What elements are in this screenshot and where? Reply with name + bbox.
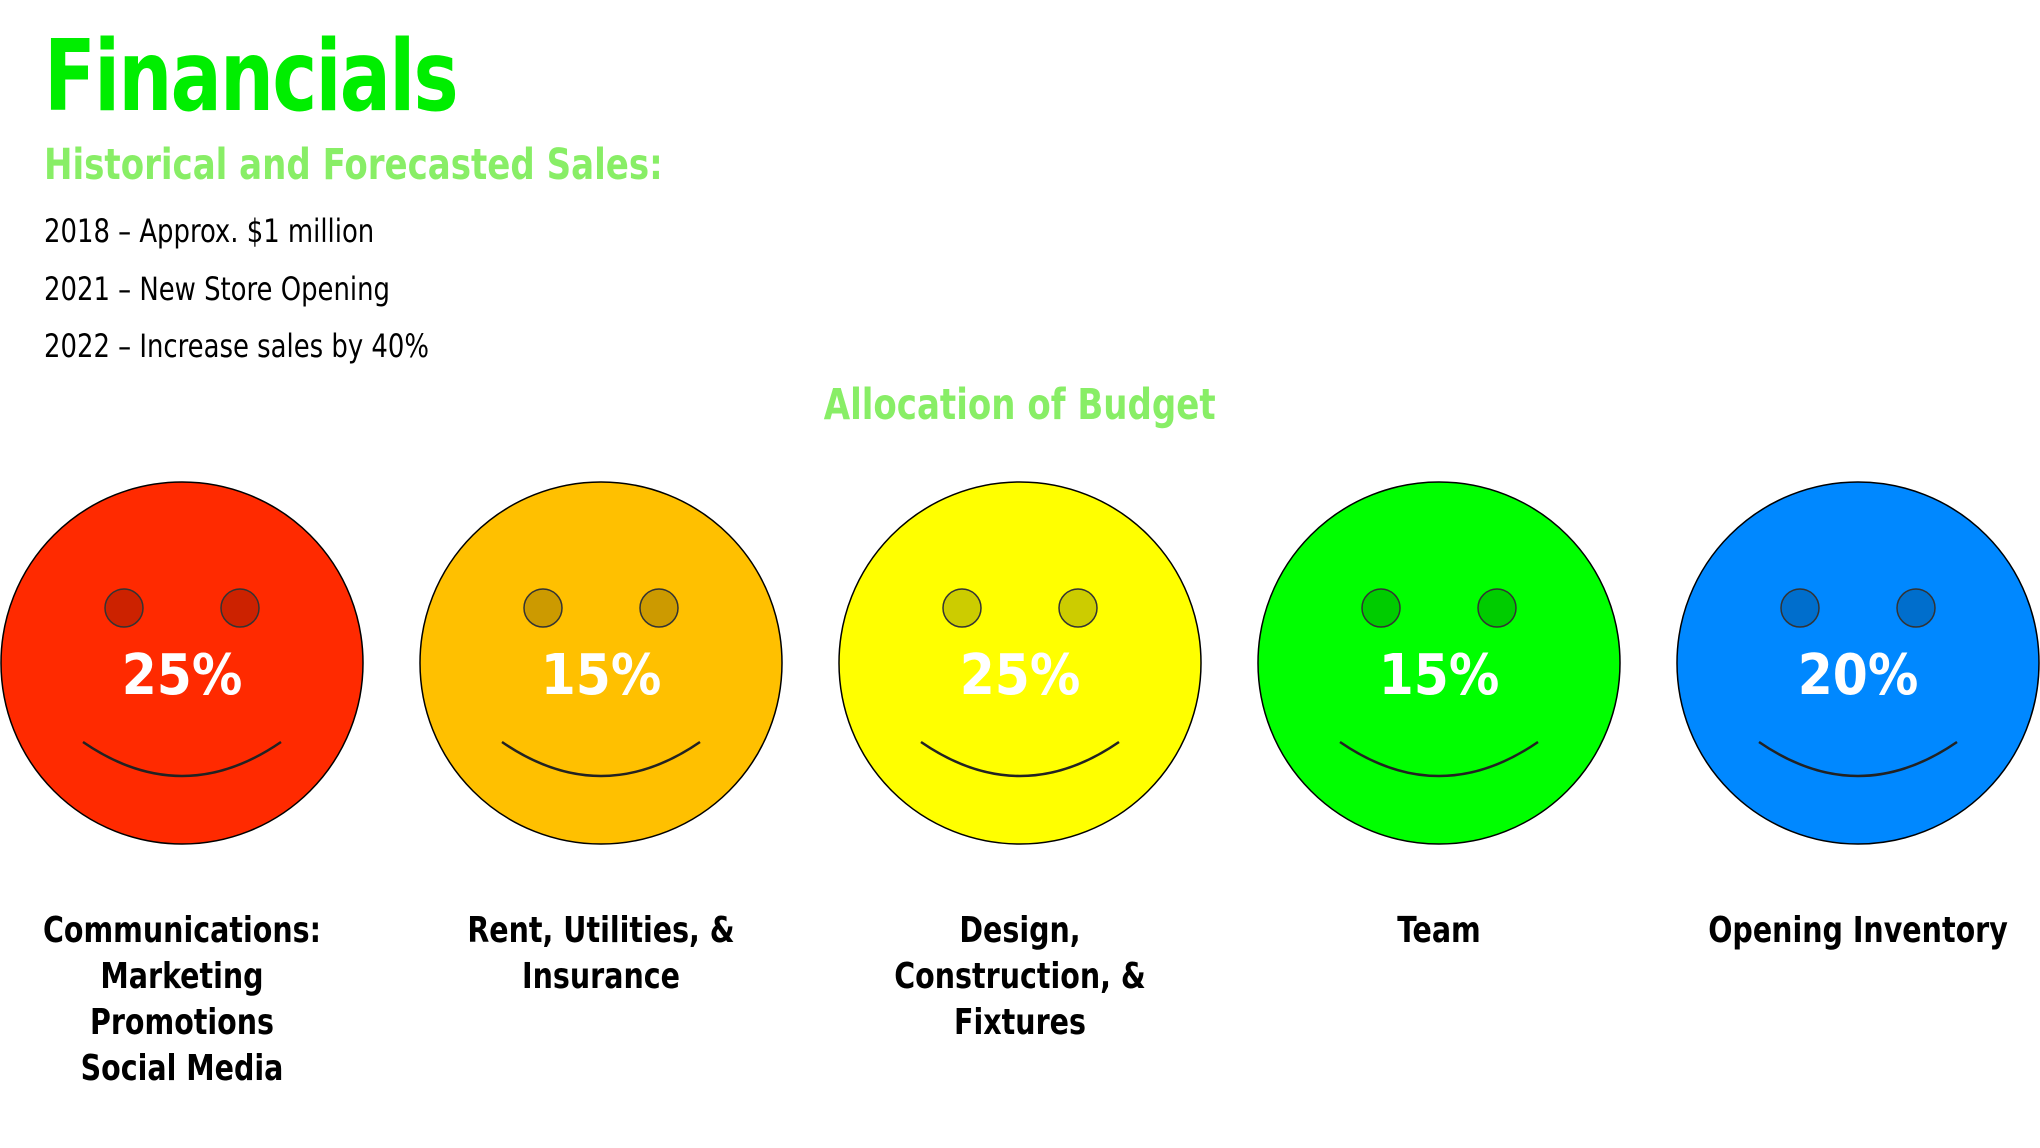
- budget-label-line: Team: [1397, 910, 1481, 951]
- face-circle: [838, 481, 1202, 845]
- smile-mouth: [82, 740, 282, 778]
- budget-label-line: Rent, Utilities, &: [467, 910, 735, 951]
- sales-line-2018: 2018 – Approx. $1 million: [44, 212, 375, 250]
- budget-percent: 25%: [121, 643, 243, 708]
- budget-label-line: Design,: [959, 910, 1081, 951]
- budget-label-communications: Communications: Marketing Promotions Social…: [0, 908, 392, 1092]
- smiley-face-icon: [0, 481, 364, 845]
- smiley-face-icon: [1676, 481, 2040, 845]
- left-eye: [104, 588, 144, 628]
- right-eye: [639, 588, 679, 628]
- left-eye: [523, 588, 563, 628]
- budget-label-line: Fixtures: [954, 1002, 1086, 1043]
- smiley-team: 15%: [1256, 480, 1622, 846]
- left-eye: [1780, 588, 1820, 628]
- smile-mouth: [501, 740, 701, 778]
- budget-label-line: Communications:: [42, 910, 321, 951]
- budget-label-line: Marketing: [100, 956, 264, 997]
- smiley-face-icon: [1257, 481, 1621, 845]
- budget-percent: 15%: [1378, 643, 1500, 708]
- page-title: Financials: [44, 20, 459, 134]
- smiley-rent-utilities-insurance: 15%: [418, 480, 784, 846]
- right-eye: [1896, 588, 1936, 628]
- budget-label-team: Team: [1229, 908, 1649, 954]
- budget-heading-text: Allocation of Budget: [824, 380, 1216, 430]
- budget-label-design-construction-fixtures: Design, Construction, & Fixtures: [810, 908, 1230, 1046]
- budget-percent: 25%: [959, 643, 1081, 708]
- smile-mouth: [920, 740, 1120, 778]
- smile-mouth: [1758, 740, 1958, 778]
- right-eye: [220, 588, 260, 628]
- budget-label-line: Construction, &: [894, 956, 1146, 997]
- budget-label-line: Promotions: [89, 1002, 275, 1043]
- budget-percent: 20%: [1797, 643, 1919, 708]
- smiley-opening-inventory: 20%: [1675, 480, 2040, 846]
- smiley-face-icon: [419, 481, 783, 845]
- left-eye: [1361, 588, 1401, 628]
- budget-label-rent-utilities-insurance: Rent, Utilities, & Insurance: [391, 908, 811, 1000]
- budget-label-line: Opening Inventory: [1708, 910, 2008, 951]
- smiley-face-icon: [838, 481, 1202, 845]
- sales-line-2021: 2021 – New Store Opening: [44, 270, 391, 308]
- left-eye: [942, 588, 982, 628]
- right-eye: [1058, 588, 1098, 628]
- budget-label-line: Insurance: [522, 956, 680, 997]
- smile-mouth: [1339, 740, 1539, 778]
- right-eye: [1477, 588, 1517, 628]
- face-circle: [1676, 481, 2040, 845]
- budget-label-opening-inventory: Opening Inventory: [1648, 908, 2040, 954]
- budget-label-line: Social Media: [80, 1048, 284, 1089]
- smiley-design-construction-fixtures: 25%: [837, 480, 1203, 846]
- sales-subtitle: Historical and Forecasted Sales:: [44, 140, 663, 190]
- face-circle: [0, 481, 364, 845]
- budget-percent: 15%: [540, 643, 662, 708]
- sales-line-2022: 2022 – Increase sales by 40%: [44, 327, 429, 365]
- face-circle: [419, 481, 783, 845]
- smiley-communications: 25%: [0, 480, 365, 846]
- face-circle: [1257, 481, 1621, 845]
- budget-heading: Allocation of Budget: [0, 380, 2040, 432]
